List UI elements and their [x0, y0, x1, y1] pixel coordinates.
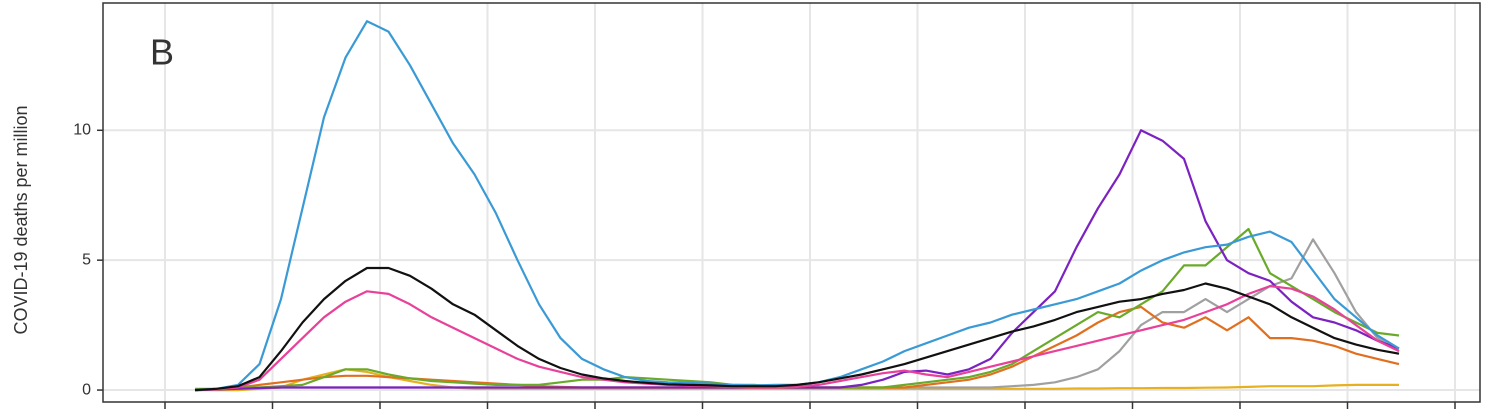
plot-frame	[102, 2, 1481, 403]
series-line	[194, 285, 1400, 392]
lines	[194, 20, 1400, 392]
panel-label: B	[150, 32, 174, 73]
y-tick-label: 5	[82, 251, 91, 268]
series-line	[194, 266, 1400, 392]
grid	[103, 3, 1480, 402]
y-tick-label: 10	[73, 122, 91, 139]
y-axis-label: COVID-19 deaths per million	[11, 105, 31, 334]
y-tick-label: 0	[82, 381, 91, 398]
